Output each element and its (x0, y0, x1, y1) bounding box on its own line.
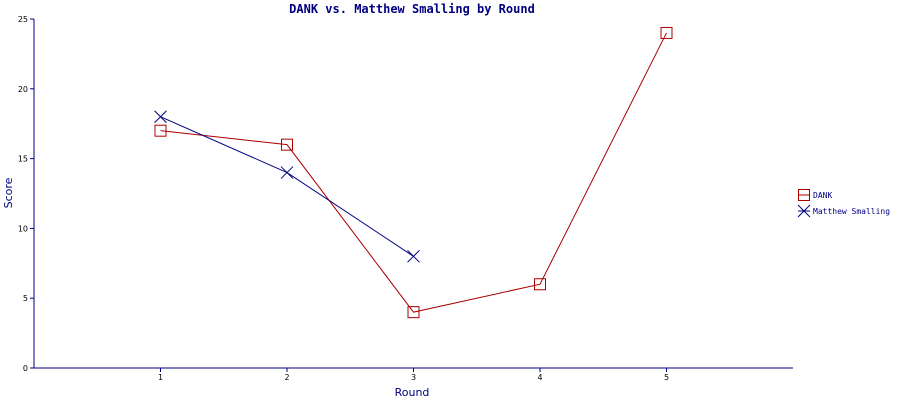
data-point (660, 26, 673, 39)
y-tick-label: 20 (18, 85, 28, 94)
legend-marker (797, 204, 811, 218)
series-line (160, 32, 667, 313)
y-tick-label: 5 (23, 294, 28, 303)
y-tick-label: 0 (23, 364, 28, 373)
data-point (407, 249, 420, 263)
x-tick-label: 4 (537, 373, 542, 382)
x-tick-label: 3 (411, 373, 416, 382)
y-tick-label: 25 (18, 15, 28, 24)
y-axis-label: Score (2, 177, 15, 208)
series-dank (154, 26, 673, 319)
axes: 0 5 10 15 20 25 1 2 3 4 5 (18, 15, 793, 382)
data-point (280, 166, 294, 179)
x-tick-label: 5 (664, 373, 669, 382)
series-matthew-smalling (154, 110, 420, 263)
y-tick-label: 10 (18, 224, 28, 233)
data-point (534, 278, 546, 291)
legend: DANK Matthew Smalling (797, 189, 890, 218)
legend-marker (798, 189, 810, 201)
data-point (154, 124, 167, 137)
series-line (160, 116, 414, 257)
x-axis-label: Round (395, 386, 430, 399)
legend-label: DANK (813, 191, 832, 200)
x-tick-label: 2 (284, 373, 289, 382)
y-tick-label: 15 (18, 155, 28, 164)
x-tick-label: 1 (158, 373, 163, 382)
chart-title: DANK vs. Matthew Smalling by Round (289, 2, 535, 16)
data-point (154, 110, 167, 124)
legend-label: Matthew Smalling (813, 207, 890, 216)
legend-entry: Matthew Smalling (797, 204, 890, 218)
data-point (407, 306, 420, 319)
data-point (281, 138, 293, 151)
legend-entry: DANK (798, 189, 832, 201)
series-layer (154, 26, 673, 319)
